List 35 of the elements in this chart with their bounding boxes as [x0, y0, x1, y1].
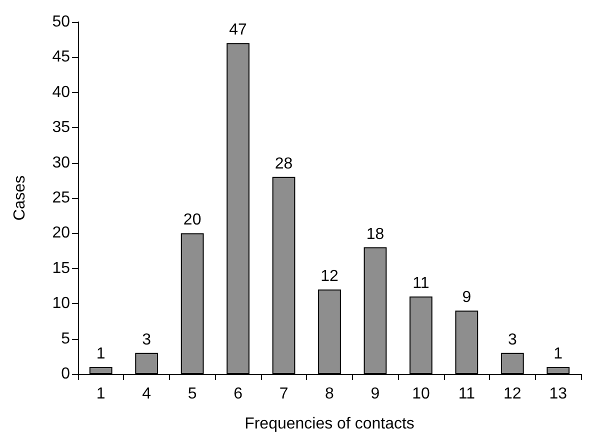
data-label: 1	[554, 345, 563, 362]
y-tick-label: 40	[52, 84, 70, 101]
data-label: 3	[508, 331, 517, 348]
x-tick-label: 11	[458, 386, 476, 402]
x-tick-label: 13	[549, 386, 568, 402]
x-tick-label: 9	[370, 386, 380, 402]
y-tick-label: 15	[52, 260, 70, 277]
x-tick-label: 10	[412, 386, 430, 402]
y-tick-label: 50	[52, 14, 70, 30]
x-tick-label: 12	[504, 386, 522, 402]
data-label: 47	[229, 22, 248, 39]
y-tick-label: 20	[52, 224, 70, 242]
data-label: 1	[96, 345, 106, 362]
y-axis-title: Cases	[12, 175, 28, 221]
x-tick-label: 8	[325, 386, 334, 402]
y-tick-label: 25	[52, 190, 70, 206]
data-label: 9	[462, 289, 472, 306]
y-tick-label: 45	[52, 48, 70, 66]
x-axis-title: Frequencies of contacts	[244, 416, 414, 432]
data-label: 18	[366, 226, 384, 243]
y-tick-label: 30	[52, 154, 70, 172]
data-label: 11	[412, 275, 430, 292]
x-tick-label: 1	[96, 386, 106, 402]
data-label: 12	[320, 268, 338, 286]
data-label: 3	[142, 331, 152, 348]
x-tick-label: 6	[234, 386, 243, 402]
y-tick-label: 10	[52, 295, 70, 312]
y-tick-label: 35	[52, 119, 70, 136]
y-tick-label: 5	[61, 330, 70, 348]
x-tick-label: 5	[188, 386, 197, 402]
x-tick-label: 4	[142, 386, 152, 402]
x-tick-label: 7	[279, 386, 288, 402]
data-label: 28	[274, 155, 293, 172]
y-tick-label: 0	[61, 366, 70, 382]
data-label: 20	[183, 212, 202, 229]
